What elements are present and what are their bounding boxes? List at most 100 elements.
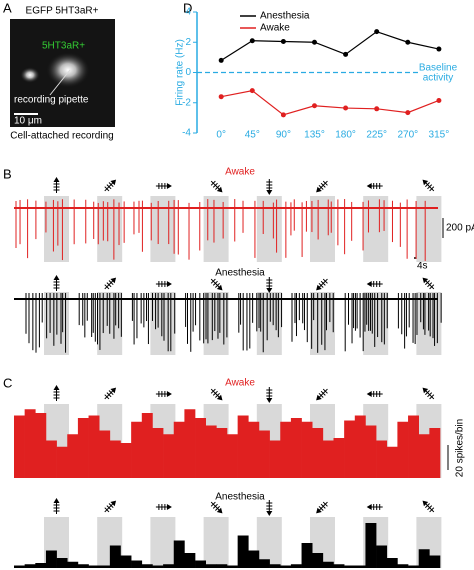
direction-icon <box>53 385 60 401</box>
histogram-bar <box>205 564 217 568</box>
histogram-bar <box>280 565 292 568</box>
arrow-head <box>216 284 223 291</box>
arrow-bar <box>212 503 218 509</box>
arrow-shaft <box>210 180 221 191</box>
arrow-shaft <box>424 181 435 192</box>
data-point <box>405 39 411 45</box>
histogram-bar <box>45 440 57 478</box>
direction-icon <box>316 388 328 401</box>
arrow-bar <box>322 388 328 394</box>
histogram-bar <box>429 555 441 568</box>
histogram-bar <box>77 564 89 568</box>
stimulus-window <box>203 292 229 355</box>
histogram-bar <box>227 565 238 568</box>
histogram-bar <box>248 550 260 568</box>
arrow-bar <box>427 184 433 190</box>
histogram-bar <box>344 420 356 478</box>
scale-label: 20 spikes/bin <box>455 419 466 477</box>
arrow-head <box>366 391 372 397</box>
histogram-bar <box>141 564 153 568</box>
arrow-bar <box>322 180 328 186</box>
histogram-bar <box>163 564 175 568</box>
arrow-head <box>110 277 117 284</box>
histogram-bar <box>344 565 356 568</box>
arrow-bar <box>104 284 110 290</box>
direction-icon <box>422 277 435 290</box>
legend-label: Anesthesia <box>260 11 310 22</box>
data-point <box>249 88 255 94</box>
image-caption: Cell-attached recording <box>10 131 113 142</box>
histogram-bar <box>333 564 345 568</box>
trace-title: Anesthesia <box>215 268 265 279</box>
direction-icon <box>53 498 60 514</box>
histogram-bar <box>152 428 164 478</box>
direction-icon <box>366 391 383 397</box>
arrow-bar <box>108 280 114 286</box>
histogram-bar <box>77 418 89 478</box>
data-point <box>436 97 442 103</box>
histogram-bar <box>248 421 260 478</box>
arrow-head <box>266 190 273 195</box>
histogram-bar <box>184 409 196 478</box>
x-tick-label: 315° <box>429 130 450 141</box>
histogram-bar <box>205 425 217 478</box>
cell-glow <box>20 67 40 83</box>
direction-icon <box>422 387 435 400</box>
arrow-shaft <box>104 389 115 400</box>
arrow-head <box>422 500 429 507</box>
arrow-bar <box>104 394 110 400</box>
direction-icon <box>422 500 435 513</box>
baseline-label: Baseline activity <box>419 62 458 83</box>
direction-icon <box>422 179 435 192</box>
arrow-bar <box>104 186 110 192</box>
arrow-shaft <box>424 279 435 290</box>
arrow-bar <box>429 507 435 513</box>
arrow-head <box>166 183 172 189</box>
direction-icon <box>316 278 328 291</box>
direction-icon <box>104 179 117 192</box>
arrow-bar <box>429 394 435 400</box>
arrow-head <box>422 387 429 394</box>
data-point <box>218 94 224 100</box>
x-tick-label: 270° <box>397 130 418 141</box>
histogram-bar <box>152 565 164 568</box>
x-tick-label: 135° <box>304 130 325 141</box>
arrow-shaft <box>424 389 435 400</box>
histogram-bar <box>386 446 398 478</box>
arrow-bar <box>212 390 218 396</box>
data-point <box>280 38 286 44</box>
arrow-bar <box>322 278 328 284</box>
histogram-title: Awake <box>225 378 255 389</box>
series-line <box>221 90 440 116</box>
x-tick-label: 180° <box>335 130 356 141</box>
panel-letter: D <box>183 0 192 15</box>
data-point <box>405 110 411 116</box>
histogram-bar <box>258 559 270 568</box>
direction-icon <box>210 388 223 401</box>
arrow-bar <box>215 392 220 398</box>
histogram-bar <box>195 418 206 478</box>
arrow-bar <box>320 390 326 396</box>
arrow-head <box>166 281 172 287</box>
histogram-bar <box>88 565 100 568</box>
scale-label: 10 μm <box>14 116 42 127</box>
arrow-bar <box>106 505 112 511</box>
histogram-bar <box>35 563 47 568</box>
histogram-bar <box>14 565 25 568</box>
histogram-bar <box>67 561 79 568</box>
histogram-bar <box>397 421 409 478</box>
histogram-bar <box>397 564 409 568</box>
arrow-shaft <box>317 278 328 289</box>
direction-icon <box>316 501 328 514</box>
histogram-bar <box>333 438 345 478</box>
stimulus-window <box>150 292 176 355</box>
arrow-shaft <box>104 279 115 290</box>
scale-label: 4s <box>417 261 428 272</box>
histogram-bar <box>216 428 228 478</box>
histogram-bar <box>120 555 132 568</box>
histogram-bar <box>99 565 111 568</box>
histogram-bar <box>237 415 249 478</box>
arrow-head <box>216 394 223 401</box>
arrow-head <box>316 507 322 514</box>
